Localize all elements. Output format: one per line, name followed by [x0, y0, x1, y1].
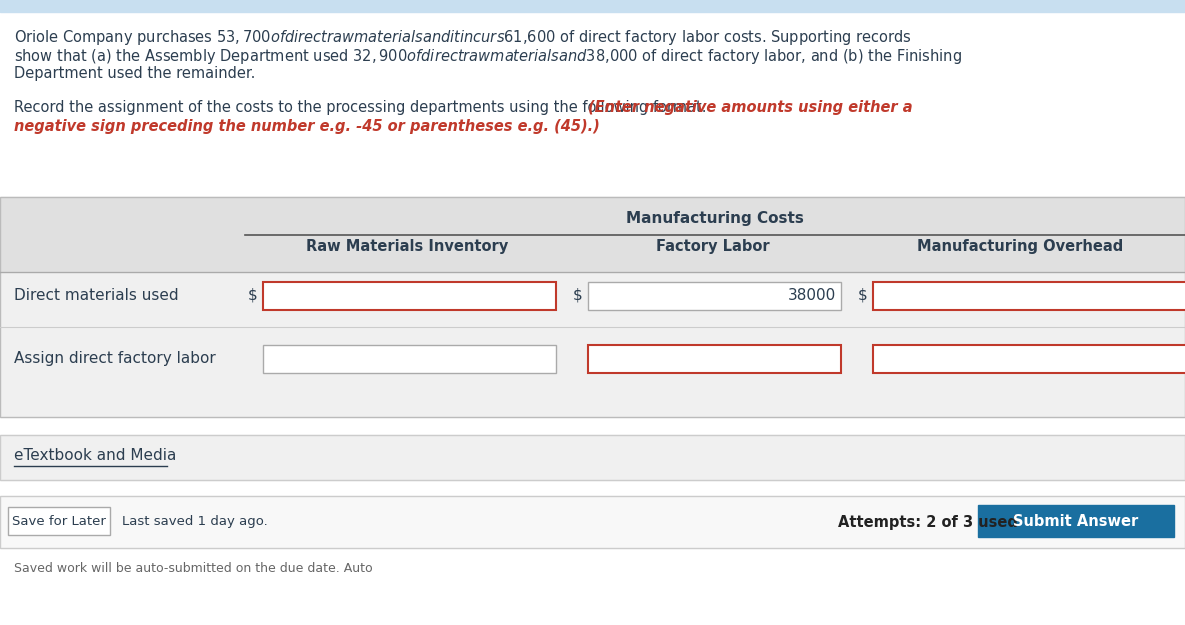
Bar — [0, 435, 1185, 480]
Bar — [0, 496, 1185, 548]
Text: Assign direct factory labor: Assign direct factory labor — [14, 351, 216, 366]
Text: Saved work will be auto-submitted on the due date. Auto: Saved work will be auto-submitted on the… — [14, 562, 372, 575]
Text: Raw Materials Inventory: Raw Materials Inventory — [307, 239, 508, 254]
Text: Submit Answer: Submit Answer — [1013, 514, 1139, 529]
Bar — [0, 0, 1185, 12]
Text: $: $ — [248, 288, 258, 303]
Text: Department used the remainder.: Department used the remainder. — [14, 66, 256, 81]
Bar — [0, 272, 1185, 417]
Bar — [588, 345, 841, 373]
Bar — [588, 282, 841, 310]
Bar — [8, 507, 110, 535]
Text: Oriole Company purchases $53,700 of direct raw materials and it incurs $61,600 o: Oriole Company purchases $53,700 of dire… — [14, 28, 911, 47]
Bar — [0, 197, 1185, 272]
Text: eTextbook and Media: eTextbook and Media — [14, 448, 177, 463]
Text: Record the assignment of the costs to the processing departments using the follo: Record the assignment of the costs to th… — [14, 100, 711, 115]
Text: Last saved 1 day ago.: Last saved 1 day ago. — [122, 515, 268, 528]
Bar — [263, 345, 556, 373]
Text: 38000: 38000 — [788, 288, 835, 303]
Text: negative sign preceding the number e.g. -45 or parentheses e.g. (45).): negative sign preceding the number e.g. … — [14, 119, 600, 134]
Text: Manufacturing Costs: Manufacturing Costs — [626, 211, 803, 226]
Text: show that (a) the Assembly Department used $32,900 of direct raw materials and $: show that (a) the Assembly Department us… — [14, 47, 962, 66]
Text: Manufacturing Overhead: Manufacturing Overhead — [917, 239, 1123, 254]
Bar — [263, 282, 556, 310]
Bar — [978, 505, 1174, 537]
Text: Factory Labor: Factory Labor — [655, 239, 769, 254]
Text: Direct materials used: Direct materials used — [14, 288, 179, 303]
Bar — [0, 435, 1185, 480]
Text: $: $ — [574, 288, 583, 303]
Text: $: $ — [858, 288, 867, 303]
Bar — [873, 345, 1185, 373]
Bar — [873, 282, 1185, 310]
Bar — [0, 496, 1185, 548]
Bar — [0, 197, 1185, 417]
Text: Save for Later: Save for Later — [12, 515, 105, 528]
Text: (Enter negative amounts using either a: (Enter negative amounts using either a — [588, 100, 912, 115]
Text: Attempts: 2 of 3 used: Attempts: 2 of 3 used — [838, 515, 1018, 530]
